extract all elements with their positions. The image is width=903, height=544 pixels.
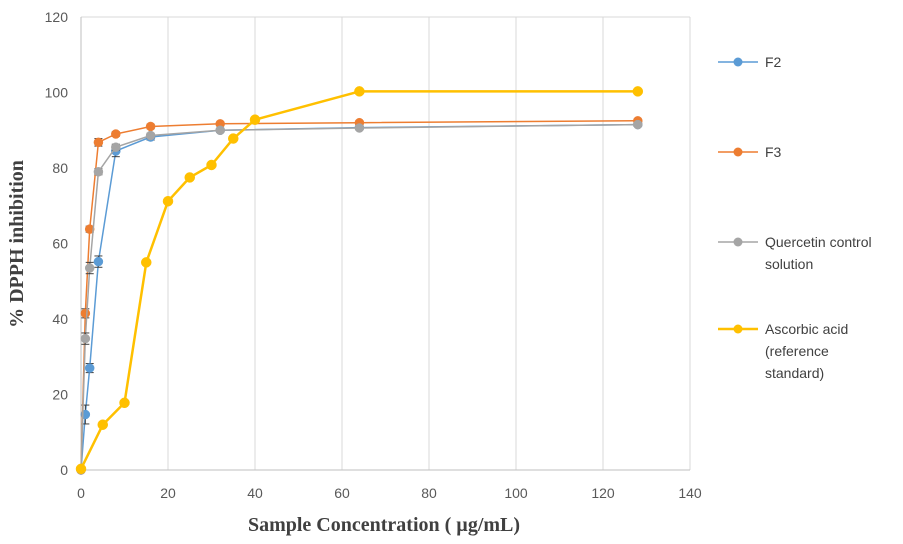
data-point-quercetin-control-solution <box>80 333 91 344</box>
legend-swatch-marker-f3 <box>733 147 743 157</box>
legend-swatch-marker-ascorbic-acid-reference-standard <box>733 324 743 334</box>
x-tick-label-20: 20 <box>160 485 176 501</box>
data-point-f2 <box>84 363 95 373</box>
data-point-quercetin-control-solution <box>93 167 104 177</box>
data-point-f3 <box>145 121 156 132</box>
data-point-ascorbic-acid-reference-standard <box>97 419 108 430</box>
x-tick-label-60: 60 <box>334 485 350 501</box>
data-point-quercetin-control-solution <box>111 142 121 152</box>
series-line-f3 <box>80 120 638 471</box>
data-point-f3 <box>84 224 95 234</box>
y-tick-label-120: 120 <box>45 9 69 25</box>
data-point-quercetin-control-solution <box>215 125 225 135</box>
legend-label-ascorbic-acid-reference-standard: (reference <box>765 343 829 359</box>
axes <box>80 17 690 471</box>
legend-item-ascorbic-acid-reference-standard: Ascorbic acid (reference standard) <box>718 321 848 381</box>
data-point-ascorbic-acid-reference-standard <box>141 257 152 268</box>
data-point-ascorbic-acid-reference-standard <box>228 133 239 144</box>
data-point-f3 <box>93 137 104 148</box>
legend-label-ascorbic-acid-reference-standard: standard) <box>765 365 824 381</box>
y-axis-title: % DPPH inhibition <box>6 160 28 328</box>
data-point-ascorbic-acid-reference-standard <box>162 195 174 207</box>
series-line-f2 <box>80 123 638 471</box>
y-tick-label-80: 80 <box>52 160 68 176</box>
legend-label-quercetin-control-solution: Quercetin control <box>765 234 872 250</box>
x-tick-label-120: 120 <box>591 485 615 501</box>
legend-label-f2: F2 <box>765 54 782 70</box>
data-point-quercetin-control-solution <box>354 123 365 133</box>
legend-label-quercetin-control-solution: solution <box>765 256 813 272</box>
data-point-quercetin-control-solution <box>145 130 156 141</box>
data-point-ascorbic-acid-reference-standard <box>632 86 644 97</box>
series-f3 <box>76 116 643 475</box>
y-tick-label-20: 20 <box>52 387 68 403</box>
series-line-quercetin-control-solution <box>80 123 638 471</box>
legend-swatch-marker-quercetin-control-solution <box>733 237 743 247</box>
x-tick-label-40: 40 <box>247 485 263 501</box>
data-point-f2 <box>93 256 104 267</box>
y-tick-label-100: 100 <box>45 85 69 101</box>
data-point-ascorbic-acid-reference-standard <box>206 159 217 171</box>
x-tick-label-0: 0 <box>77 485 85 501</box>
legend-item-f2: F2 <box>718 54 782 70</box>
tick-labels: 0 20 40 60 80 100 120 140 0 20 40 60 80 100 120 <box>45 9 702 501</box>
y-tick-label-60: 60 <box>52 236 68 252</box>
series-line-ascorbic-acid-reference-standard <box>79 90 638 470</box>
data-point-ascorbic-acid-reference-standard <box>119 397 130 409</box>
series-f2 <box>76 119 643 475</box>
data-point-ascorbic-acid-reference-standard <box>184 172 195 183</box>
x-tick-label-100: 100 <box>504 485 528 501</box>
legend: F2 F3 Quercetin control solution Ascorbic ac… <box>718 54 872 381</box>
series-quercetin-control-solution <box>76 119 643 475</box>
x-tick-label-140: 140 <box>678 485 702 501</box>
data-point-ascorbic-acid-reference-standard <box>75 463 87 475</box>
legend-label-ascorbic-acid-reference-standard: Ascorbic acid <box>765 321 848 337</box>
x-tick-label-80: 80 <box>421 485 437 501</box>
legend-label-f3: F3 <box>765 144 782 160</box>
legend-item-f3: F3 <box>718 144 782 160</box>
legend-item-quercetin-control-solution: Quercetin control solution <box>718 234 872 272</box>
series-layer <box>75 86 644 475</box>
series-ascorbic-acid-reference-standard <box>75 86 644 475</box>
data-point-quercetin-control-solution <box>633 119 643 130</box>
gridlines <box>81 16 691 470</box>
y-tick-label-40: 40 <box>52 311 68 327</box>
data-point-quercetin-control-solution <box>84 263 95 273</box>
x-axis-title: Sample Concentration ( µg/mL) <box>248 514 520 536</box>
data-point-ascorbic-acid-reference-standard <box>354 86 365 97</box>
data-point-f3 <box>111 129 121 139</box>
data-point-ascorbic-acid-reference-standard <box>249 114 261 125</box>
data-point-f3 <box>80 308 91 319</box>
y-tick-label-0: 0 <box>60 462 68 478</box>
legend-swatch-marker-f2 <box>733 57 743 67</box>
